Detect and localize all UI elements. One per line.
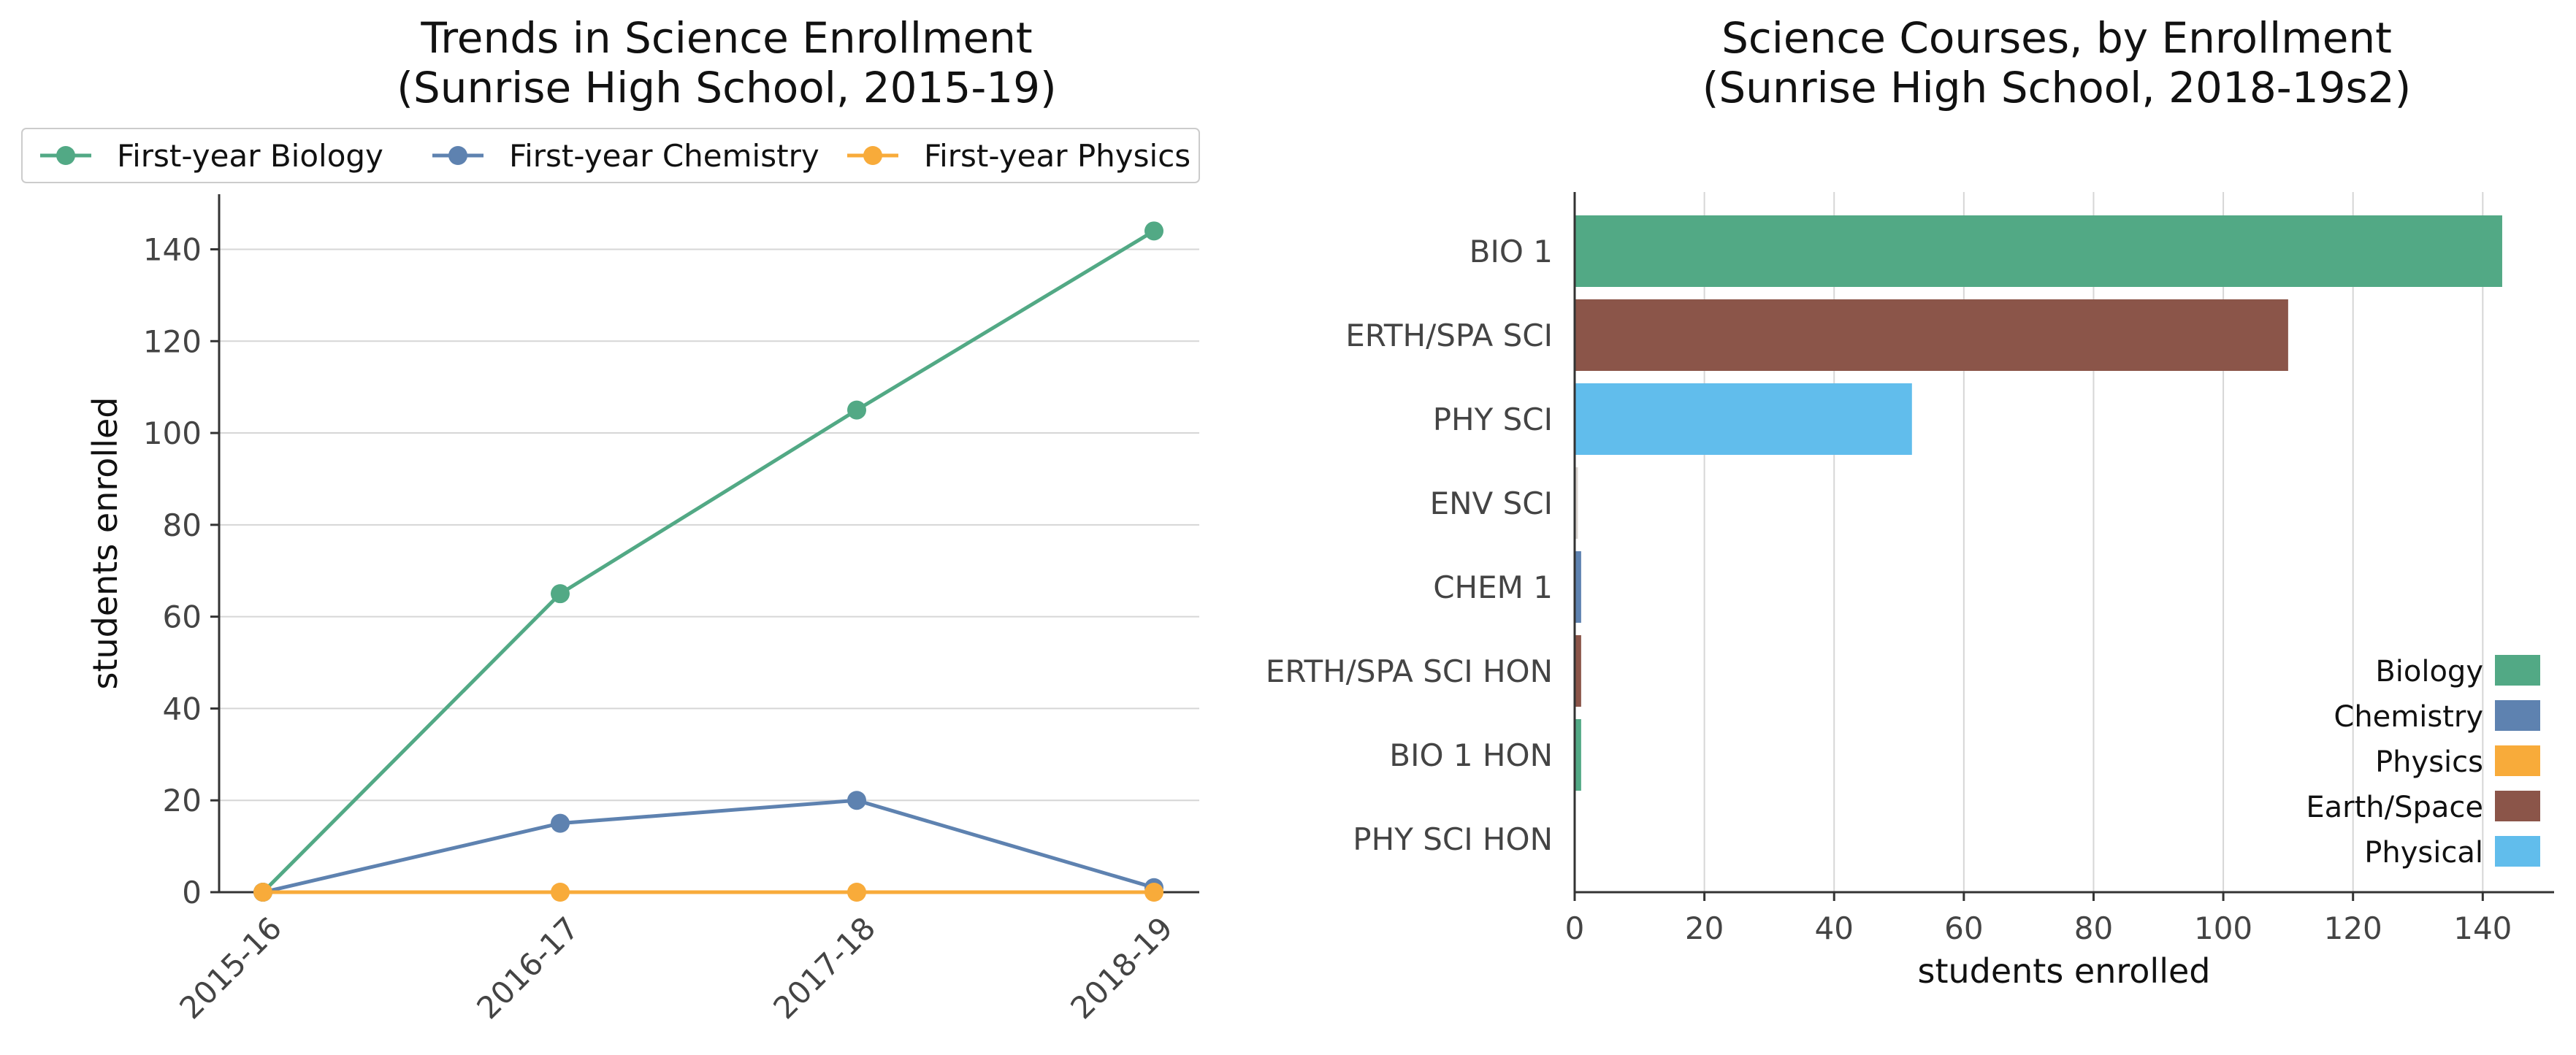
legend-color-swatch	[2495, 655, 2540, 686]
legend-box	[21, 128, 1200, 183]
right-y-tick-label: ENV SCI	[1430, 486, 1553, 521]
right-y-tick-label: ERTH/SPA SCI HON	[1266, 653, 1553, 689]
legend-label: Biology	[2375, 655, 2483, 688]
data-point	[551, 883, 570, 902]
right-y-tick-label: CHEM 1	[1433, 569, 1553, 605]
left-x-tick-label: 2017-18	[766, 910, 882, 1026]
left-y-tick-label: 100	[143, 415, 202, 451]
line-series-first-year-biology	[261, 229, 1155, 894]
data-point	[253, 883, 272, 902]
data-point	[551, 813, 570, 833]
enrollment-trend-line-chart: Trends in Science Enrollment(Sunrise Hig…	[21, 13, 1200, 1026]
right-y-tick-label: PHY SCI HON	[1353, 821, 1553, 857]
legend-label: First-year Physics	[924, 138, 1190, 174]
bar-phy-sci	[1575, 383, 1912, 455]
left-y-tick-label: 40	[163, 691, 202, 726]
left-legend: First-year Biology First-year Chemistry Fi…	[21, 128, 1200, 183]
right-y-tick-label: BIO 1	[1469, 234, 1553, 269]
right-x-axis-label: students enrolled	[1918, 951, 2211, 991]
data-point	[847, 791, 866, 810]
left-chart-subtitle: (Sunrise High School, 2015-19)	[397, 63, 1056, 112]
legend-label: Physical	[2364, 836, 2483, 870]
left-y-tick-label: 0	[182, 875, 202, 910]
data-point	[1144, 883, 1163, 902]
right-x-tick-label: 60	[1944, 910, 1983, 946]
left-y-tick-label: 20	[163, 783, 202, 818]
right-x-tick-label: 0	[1565, 910, 1585, 946]
legend-color-swatch	[2495, 745, 2540, 776]
data-point	[1144, 221, 1163, 241]
bar-bio-1-hon	[1575, 719, 1581, 791]
legend-marker	[448, 146, 467, 165]
left-y-axis-label: students enrolled	[85, 397, 125, 690]
right-chart-subtitle: (Sunrise High School, 2018-19s2)	[1702, 63, 2412, 112]
legend-color-swatch	[2495, 836, 2540, 867]
data-point	[847, 883, 866, 902]
right-chart-title: Science Courses, by Enrollment	[1721, 13, 2392, 63]
bar-erth-spa-sci	[1575, 299, 2288, 371]
data-point	[551, 584, 570, 604]
left-y-tick-label: 60	[163, 599, 202, 635]
right-y-tick-label: ERTH/SPA SCI	[1345, 318, 1553, 353]
right-legend: Biology Chemistry Physics Earth/Space Physic…	[2306, 655, 2540, 870]
left-y-tick-label: 120	[143, 323, 202, 359]
right-x-tick-label: 100	[2194, 910, 2252, 946]
course-enrollment-bar-chart: Science Courses, by Enrollment(Sunrise H…	[1266, 13, 2554, 991]
right-x-tick-label: 120	[2324, 910, 2382, 946]
line-series-first-year-chemistry	[262, 798, 1155, 894]
legend-label: First-year Biology	[117, 138, 383, 174]
right-x-tick-label: 20	[1685, 910, 1724, 946]
legend-label: Chemistry	[2334, 700, 2483, 734]
right-x-tick-label: 40	[1815, 910, 1854, 946]
right-x-tick-label: 140	[2453, 910, 2512, 946]
bar-erth-spa-sci-hon	[1575, 635, 1581, 707]
data-point	[847, 400, 866, 420]
legend-label: Earth/Space	[2306, 791, 2483, 824]
right-y-tick-label: BIO 1 HON	[1389, 737, 1553, 773]
legend-color-swatch	[2495, 700, 2540, 731]
legend-marker	[56, 146, 75, 165]
right-y-tick-label: PHY SCI	[1433, 402, 1553, 437]
left-x-tick-label: 2016-17	[470, 910, 586, 1026]
legend-label: Physics	[2375, 745, 2483, 779]
bar-chem-1	[1575, 551, 1581, 623]
legend-marker	[863, 146, 882, 165]
left-x-tick-label: 2015-16	[172, 910, 288, 1026]
legend-label: First-year Chemistry	[509, 138, 819, 174]
legend-color-swatch	[2495, 791, 2540, 821]
left-y-tick-label: 80	[163, 507, 202, 543]
left-chart-title: Trends in Science Enrollment	[420, 13, 1032, 63]
right-x-tick-label: 80	[2074, 910, 2113, 946]
bar-bio-1	[1575, 215, 2502, 287]
left-y-tick-label: 140	[143, 231, 202, 267]
bar-env-sci	[1575, 467, 1578, 539]
left-x-tick-label: 2018-19	[1063, 910, 1180, 1026]
